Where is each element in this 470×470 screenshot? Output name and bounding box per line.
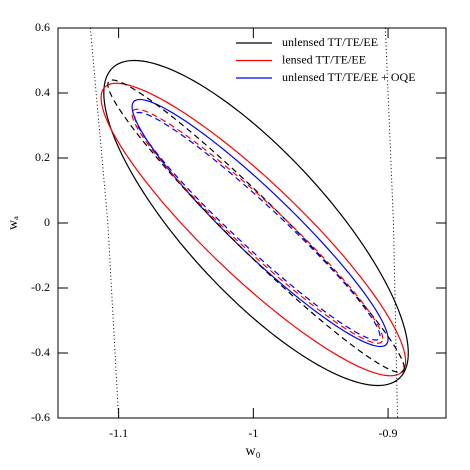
x-tick-label: -1 bbox=[248, 426, 258, 440]
contour bbox=[107, 79, 405, 374]
legend-label: unlensed TT/TE/EE bbox=[282, 35, 378, 49]
contour bbox=[134, 111, 381, 341]
x-axis-label: w₀ bbox=[246, 444, 261, 459]
legend-label: lensed TT/TE/EE bbox=[282, 52, 366, 66]
contour bbox=[131, 98, 389, 348]
bound-curve bbox=[384, 27, 398, 419]
x-tick-label: -0.9 bbox=[379, 426, 398, 440]
bound-curve bbox=[89, 27, 120, 419]
contour bbox=[131, 108, 384, 344]
y-tick-label: 0.4 bbox=[35, 85, 50, 99]
contour bbox=[103, 59, 409, 387]
plot-frame bbox=[57, 27, 447, 419]
y-tick-label: -0.6 bbox=[31, 410, 50, 424]
legend-label: unlensed TT/TE/EE + OQE bbox=[282, 70, 416, 84]
contour bbox=[100, 82, 407, 377]
y-tick-label: 0.6 bbox=[35, 20, 50, 34]
y-axis-label: wₐ bbox=[6, 216, 21, 230]
x-tick-label: -1.1 bbox=[109, 426, 128, 440]
y-tick-label: 0.2 bbox=[35, 150, 50, 164]
y-tick-label: -0.2 bbox=[31, 280, 50, 294]
y-tick-label: -0.4 bbox=[31, 345, 50, 359]
y-tick-label: 0 bbox=[44, 215, 50, 229]
